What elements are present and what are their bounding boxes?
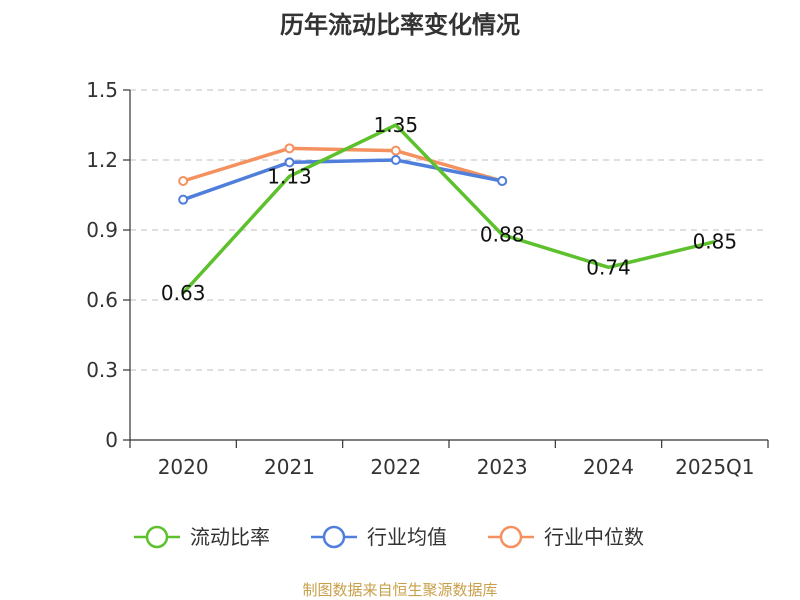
x-tick-label: 2024: [583, 455, 634, 479]
legend-label: 行业中位数: [544, 525, 644, 549]
data-point: [284, 157, 295, 168]
x-tick-label: 2022: [370, 455, 421, 479]
legend-swatch-marker: [499, 525, 523, 549]
data-label: 1.35: [374, 113, 419, 137]
legend-item[interactable]: 行业中位数: [488, 525, 644, 549]
legend-label: 流动比率: [190, 525, 270, 549]
data-point: [497, 176, 508, 186]
x-tick-label: 2021: [264, 455, 315, 479]
y-tick-label: 0.9: [86, 218, 118, 242]
legend-item[interactable]: 流动比率: [134, 525, 270, 549]
x-tick-label: 2025Q1: [675, 455, 754, 479]
y-tick-label: 1.5: [86, 78, 118, 102]
data-labels: 0.63 1.13 1.35 0.88 0.74 0.85: [161, 113, 737, 305]
data-label: 0.88: [480, 223, 525, 247]
data-label: 1.13: [267, 164, 312, 188]
data-point: [390, 155, 401, 165]
x-tick-label: 2020: [158, 455, 209, 479]
axes: 0 0.3 0.6 0.9 1.2 1.5 2020 2021 2022 2023 2024 2025…: [86, 78, 769, 479]
legend-item[interactable]: 行业均值: [311, 525, 447, 549]
gridlines: [130, 89, 768, 371]
chart-title: 历年流动比率变化情况: [280, 11, 520, 39]
data-point: [178, 194, 189, 205]
data-point: [284, 143, 295, 154]
data-point: [390, 145, 401, 156]
y-tick-label: 0: [105, 428, 118, 452]
y-tick-label: 0.6: [86, 288, 118, 312]
legend[interactable]: 流动比率 行业均值 行业中位数: [134, 525, 644, 549]
y-tick-label: 0.3: [86, 358, 118, 382]
data-point: [178, 176, 189, 186]
legend-swatch-marker: [322, 525, 346, 549]
series-group: [178, 123, 716, 295]
series-line: [182, 158, 503, 202]
legend-label: 行业均值: [367, 525, 447, 549]
data-label: 0.74: [586, 255, 631, 279]
data-label: 0.63: [161, 281, 206, 305]
series-line: [181, 123, 716, 295]
data-label: 0.85: [693, 230, 738, 254]
source-note: 制图数据来自恒生聚源数据库: [302, 581, 497, 599]
legend-swatch-marker: [145, 525, 169, 549]
x-tick-label: 2023: [477, 455, 528, 479]
series-line: [182, 146, 503, 183]
y-tick-label: 1.2: [86, 148, 118, 172]
